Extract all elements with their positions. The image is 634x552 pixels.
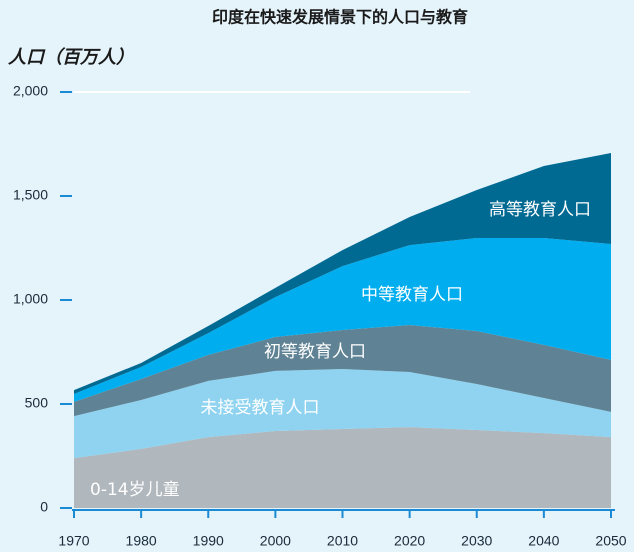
x-tick-label: 1970: [58, 533, 89, 549]
x-tick-label: 2000: [260, 533, 291, 549]
y-tick-label: 1,500: [13, 187, 48, 203]
area: [74, 427, 611, 508]
x-tick-label: 2020: [394, 533, 425, 549]
x-tick-label: 2010: [327, 533, 358, 549]
x-tick-label: 2040: [528, 533, 559, 549]
series-label: 0-14岁儿童: [90, 480, 180, 500]
area: [74, 152, 611, 395]
y-tick-label: 500: [25, 395, 49, 411]
series-label: 中等教育人口: [361, 285, 463, 305]
x-tick-label: 2030: [461, 533, 492, 549]
series-label: 初等教育人口: [264, 342, 366, 362]
x-tick-label: 2050: [595, 533, 626, 549]
x-tick-label: 1990: [193, 533, 224, 549]
y-tick-label: 2,000: [13, 83, 48, 99]
x-tick-label: 1980: [126, 533, 157, 549]
y-tick-label: 1,000: [13, 291, 48, 307]
chart-title: 印度在快速发展情景下的人口与教育: [212, 8, 468, 27]
y-tick-label: 0: [40, 499, 48, 515]
area: [74, 369, 611, 459]
area: [74, 238, 611, 402]
area: [74, 324, 611, 417]
y-axis-label: 人口（百万人）: [8, 47, 134, 68]
series-label: 未接受教育人口: [201, 398, 320, 418]
series-label: 高等教育人口: [489, 200, 591, 220]
